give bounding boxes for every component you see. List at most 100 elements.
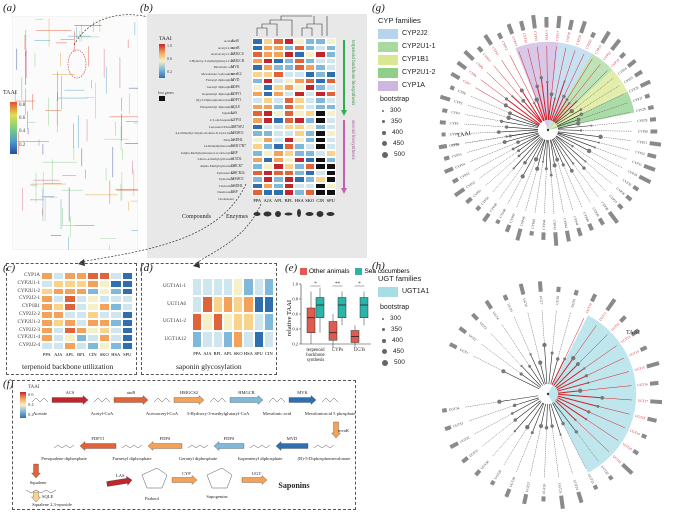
heatmap-cell [315,64,326,71]
leaf-label: CYP3 [450,121,459,126]
tree-branch [557,119,579,127]
bootstrap-node [534,97,539,102]
tree-branch [557,133,590,152]
taai-bar [529,230,534,236]
compound-label: Acetoacetyl-CoA [210,52,234,57]
taai-bar [443,155,450,161]
heatmap-cell [75,326,87,335]
tree-branch [555,135,586,162]
bootstrap-node [503,103,508,108]
tree-branch [515,400,541,421]
heatmap-cell [202,278,213,296]
heatmap-cell [294,176,305,183]
taai-bar [639,345,648,352]
cyp-family-item: CYP1B1 [378,53,435,66]
tree-leaf-branch [473,355,504,372]
panel-b-taai-title: TAAI [159,36,172,42]
heatmap-cell [252,176,263,183]
leaf-label: UGT25 [557,483,562,494]
bootstrap-node [587,410,591,414]
tree-leaf-branch [480,79,507,100]
heatmap-cell [252,117,263,124]
column-label: BFL [213,351,222,356]
leaf-label: CYP31 [637,140,648,145]
bootstrap-node [505,97,509,101]
tree-leaf-branch [550,175,555,214]
heatmap-cell [283,176,294,183]
leaf-label: CYP25 [623,76,634,85]
taai-bar [627,58,637,68]
compound-label: Isopentenyl diphosphate [238,456,283,461]
heatmap-cell [315,90,326,98]
tree-leaf-branch [580,85,620,110]
heatmap-cell [294,57,305,65]
heatmap-cell [325,103,336,111]
tree-branch [514,401,542,432]
leaf-label: CYP18 [565,32,571,43]
bootstrap-node [569,108,574,114]
taai-bar [639,79,652,88]
bootstrap-node [565,98,569,101]
heatmap-cell [273,176,284,183]
heatmap-cell [273,189,284,196]
taai-bar [438,144,448,150]
heatmap-cell [110,287,122,296]
heatmap-cell [202,330,213,348]
leaf-label: CYP15 [533,31,538,42]
leaf-label: CYP6 [457,89,466,96]
panel-b-heatmap [252,38,336,196]
compound-label: Saponins [278,481,309,490]
tree-branch [548,352,553,384]
bootstrap-node [579,112,584,116]
tree-branch [555,400,576,421]
heatmap-cell [304,90,315,98]
heatmap-cell [273,156,284,164]
legend-other-animals: Other animals [300,268,349,275]
compound-label: Mevalonate-5-phosphate [201,71,234,76]
leaf-label: CYP40 [582,212,590,223]
tree-leaf-branch [468,405,515,422]
bootstrap-node [519,88,524,93]
panel-h-bootstrap-legend: bootstrap 300 350 400 450 500 [380,302,409,368]
tree-leaf-branch [464,135,511,144]
bootstrap-item: 400 [380,127,409,138]
bootstrap-node [584,418,588,421]
panel-label-f: (f) [3,378,14,390]
panel-label-e: (e) [285,262,298,274]
heatmap-cell [262,77,273,85]
box [328,321,338,341]
tree-leaf-branch [572,146,619,177]
taai-bar [496,32,504,40]
panel-b-enzyme-labels: AtoB mvaB HMGCS HMGCR MVK mvaK2 MVD FDPS FDFT1 FD… [231,38,251,196]
leaf-label: CYP29 [637,118,648,123]
compound-label: Geranyl diphosphate [206,85,234,90]
compound-label: Lanosterol/Parkeol [208,124,234,129]
taai-bar [456,60,468,71]
column-label: SPU [326,198,335,203]
leaf-label: UGT6 [522,298,528,308]
heatmap-cell [315,110,326,117]
column-label: SPU [254,351,263,356]
heatmap-cell [273,90,284,98]
tree-branch [539,362,546,385]
heatmap-cell [273,84,284,91]
panel-f-tick: 0.2 [28,412,34,417]
tree-leaf-branch [581,93,625,115]
molecule-structure [209,397,227,403]
lost-genes-swatch [159,96,165,101]
leaf-label: UGT8 [555,295,560,304]
heatmap-cell [52,334,64,343]
leaf-label: UGT29 [493,469,502,480]
compound-label: Acetate [223,39,234,43]
tree-leaf-branch [562,423,587,469]
tree-leaf-branch [576,70,608,102]
heatmap-cell [263,330,274,348]
tree-branch [555,367,585,389]
heatmap-cell [304,51,315,58]
row-label: UGT1A6 [167,301,186,307]
bootstrap-node [559,433,562,436]
bootstrap-node [517,154,521,158]
compound-label: Squalene 2,3-epoxide [32,502,72,508]
heatmap-cell [325,90,336,98]
bootstrap-node [528,364,532,368]
